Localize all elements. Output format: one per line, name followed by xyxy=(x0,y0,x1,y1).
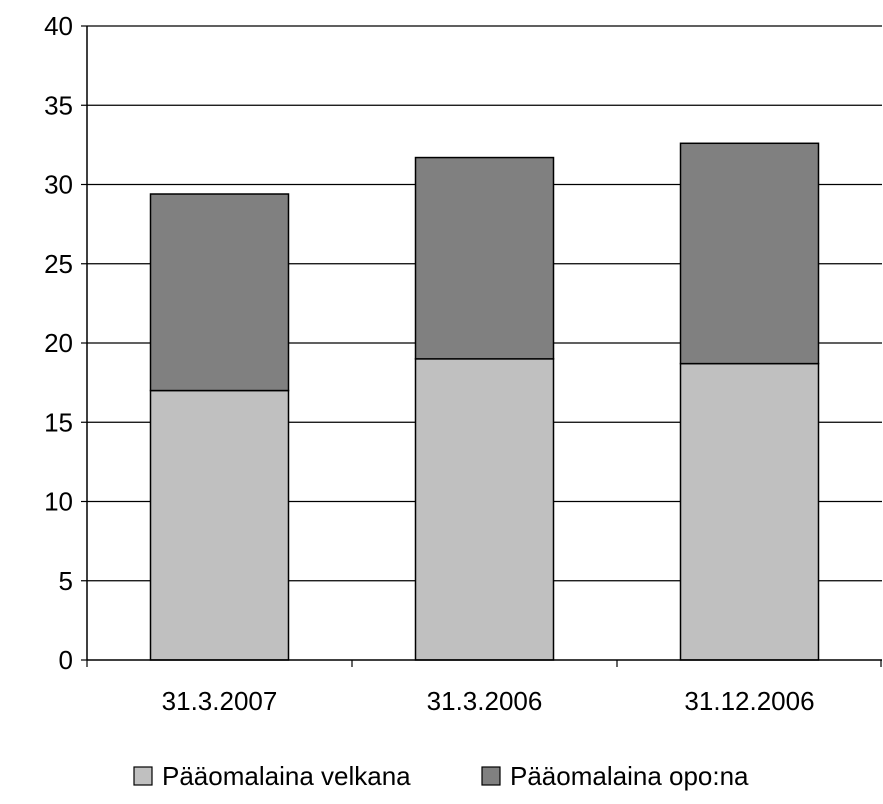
bars xyxy=(149,142,820,661)
legend-label-opona: Pääomalaina opo:na xyxy=(510,761,749,791)
y-tick-label: 40 xyxy=(44,11,73,41)
y-tick-label: 10 xyxy=(44,487,73,517)
legend-label-velkana: Pääomalaina velkana xyxy=(162,761,411,791)
x-tick-label: 31.12.2006 xyxy=(684,686,814,716)
legend: Pääomalaina velkana Pääomalaina opo:na xyxy=(133,761,749,791)
bar-segment-velkana-1 xyxy=(149,389,290,661)
y-tick-label: 35 xyxy=(44,90,73,120)
x-tick-label: 31.3.2006 xyxy=(427,686,543,716)
bar-segment-opona-2 xyxy=(414,156,555,360)
y-tick-label: 15 xyxy=(44,407,73,437)
x-tick-labels: 31.3.2007 31.3.2006 31.12.2006 xyxy=(162,686,815,716)
x-tick-label: 31.3.2007 xyxy=(162,686,278,716)
y-tick-labels: 0 5 10 15 20 25 30 35 40 xyxy=(44,11,73,675)
legend-swatch-velkana xyxy=(133,766,153,786)
y-tick-label: 30 xyxy=(44,170,73,200)
y-tick-label: 5 xyxy=(59,566,73,596)
bar-segment-velkana-2 xyxy=(414,358,555,661)
axes xyxy=(81,25,882,667)
y-tick-label: 0 xyxy=(59,645,73,675)
bar-segment-opona-3 xyxy=(679,142,820,365)
y-tick-label: 25 xyxy=(44,249,73,279)
legend-swatch-opona xyxy=(481,766,501,786)
bar-segment-velkana-3 xyxy=(679,362,820,661)
bar-segment-opona-1 xyxy=(149,193,290,392)
y-tick-label: 20 xyxy=(44,328,73,358)
